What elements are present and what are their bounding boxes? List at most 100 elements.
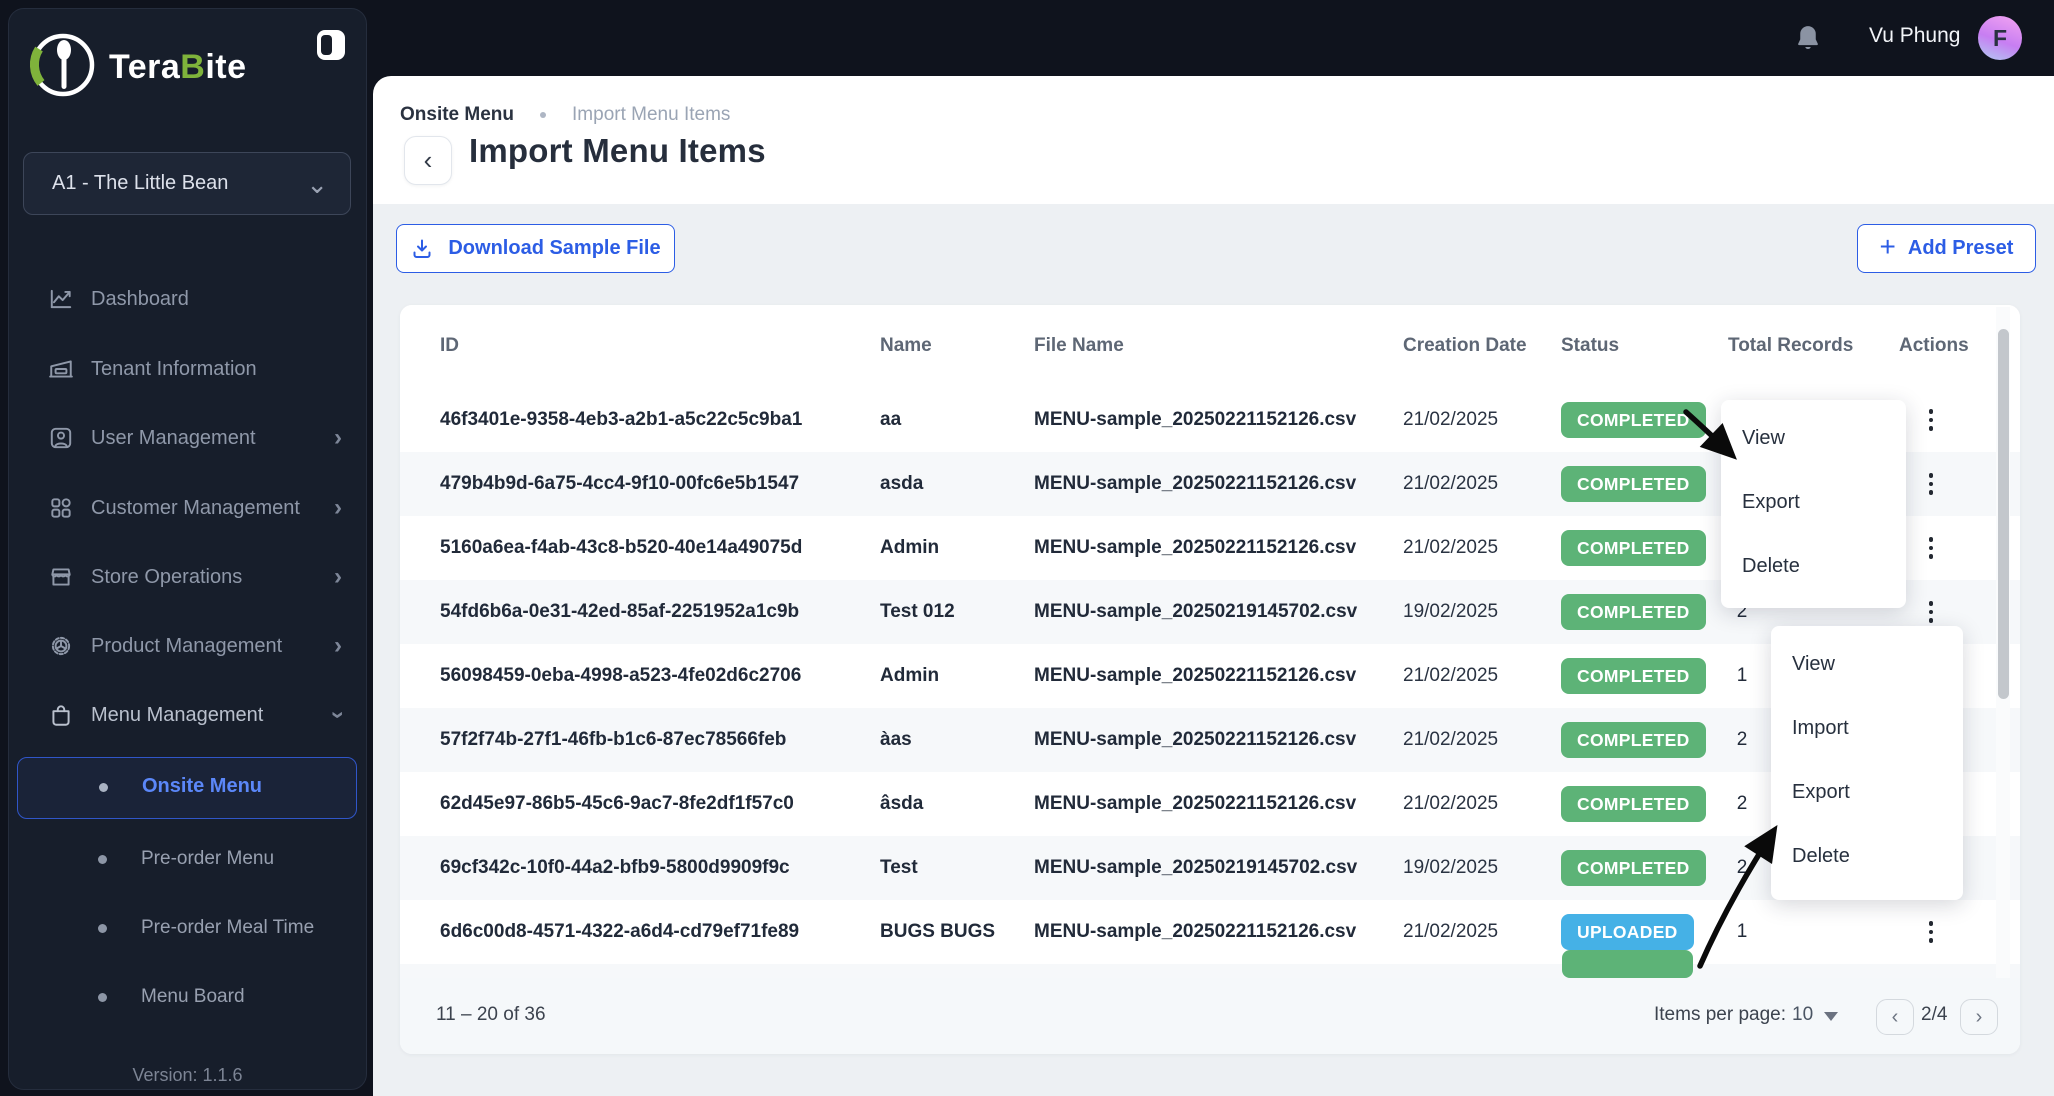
sidebar-subitem-onsite-menu[interactable]: Onsite Menu (17, 757, 357, 819)
store-selector[interactable]: A1 - The Little Bean ⌄ (23, 152, 351, 215)
gear-icon (47, 632, 75, 660)
row-actions-kebab-icon[interactable] (1920, 402, 1942, 438)
sidebar-item-tenant-information[interactable]: Tenant Information (9, 345, 366, 393)
cell-records: 2 (1736, 729, 1748, 750)
table-row: 62d45e97-86b5-45c6-9ac7-8fe2df1f57c0 âsd… (400, 772, 2020, 836)
status-badge: COMPLETED (1561, 594, 1706, 630)
menu-item-delete[interactable]: Delete (1742, 555, 1800, 577)
sidebar-item-product-management[interactable]: Product Management › (9, 622, 366, 670)
logo: TeraBite (27, 27, 247, 107)
notification-bell-icon[interactable] (1793, 22, 1823, 54)
row-actions-kebab-icon[interactable] (1920, 530, 1942, 566)
breadcrumb-parent[interactable]: Onsite Menu (400, 104, 515, 125)
grid-icon (47, 494, 75, 522)
row-context-menu: View Import Export Delete (1771, 626, 1963, 900)
menu-item-view[interactable]: View (1742, 427, 1785, 449)
row-actions-kebab-icon[interactable] (1920, 594, 1942, 630)
cell-name: asda (880, 473, 924, 494)
menu-item-import[interactable]: Import (1792, 717, 1849, 739)
add-preset-button[interactable]: + Add Preset (1857, 224, 2036, 273)
cell-date: 19/02/2025 (1403, 601, 1499, 622)
items-per-page-value[interactable]: 10 (1792, 1004, 1814, 1025)
cell-name: Admin (880, 665, 940, 686)
chevron-right-icon: › (334, 563, 342, 590)
sidebar-item-dashboard[interactable]: Dashboard (9, 275, 366, 323)
previous-page-button[interactable]: ‹ (1876, 999, 1914, 1035)
column-name: Name (880, 335, 932, 356)
building-icon (47, 355, 75, 383)
back-button[interactable]: ‹ (404, 136, 452, 185)
add-preset-label: Add Preset (1907, 237, 2014, 259)
download-button-label: Download Sample File (448, 237, 661, 259)
bullet-icon (99, 783, 108, 792)
next-page-button[interactable]: › (1960, 999, 1998, 1035)
cell-file: MENU-sample_20250219145702.csv (1034, 857, 1358, 878)
status-badge: COMPLETED (1561, 850, 1706, 886)
bag-icon (47, 701, 75, 729)
sidebar-item-customer-management[interactable]: Customer Management › (9, 484, 366, 532)
status-badge: COMPLETED (1561, 658, 1706, 694)
cell-date: 21/02/2025 (1403, 921, 1499, 942)
download-sample-file-button[interactable]: Download Sample File (396, 224, 675, 273)
page-indicator: 2/4 (1921, 1004, 1948, 1025)
menu-item-view[interactable]: View (1792, 653, 1835, 675)
table-row: 6d6c00d8-4571-4322-a6d4-cd79ef71fe89 BUG… (400, 900, 2020, 964)
cell-records: 2 (1736, 793, 1748, 814)
user-name[interactable]: Vu Phung (1869, 24, 1961, 47)
cell-name: Admin (880, 537, 940, 558)
sidebar-item-store-operations[interactable]: Store Operations › (9, 553, 366, 601)
store-selector-value: A1 - The Little Bean (52, 172, 229, 194)
table-header: ID Name File Name Creation Date Status T… (400, 305, 2020, 389)
cell-file: MENU-sample_20250221152126.csv (1034, 473, 1357, 494)
menu-item-export[interactable]: Export (1742, 491, 1800, 513)
cell-file: MENU-sample_20250221152126.csv (1034, 665, 1357, 686)
row-actions-kebab-icon[interactable] (1920, 466, 1942, 502)
cell-id: 57f2f74b-27f1-46fb-b1c6-87ec78566feb (440, 729, 787, 750)
chevron-right-icon: › (334, 424, 342, 451)
sidebar-subitem-pre-order-menu[interactable]: Pre-order Menu (9, 835, 366, 883)
column-creation-date: Creation Date (1403, 335, 1527, 356)
avatar[interactable]: F (1978, 16, 2022, 60)
sidebar-collapse-icon[interactable] (317, 30, 345, 60)
bullet-icon (98, 992, 107, 1002)
items-per-page-label: Items per page: (1654, 1004, 1787, 1025)
terabite-logo-icon (27, 29, 99, 106)
cell-date: 21/02/2025 (1403, 793, 1499, 814)
cell-name: aa (880, 409, 902, 430)
sidebar-item-user-management[interactable]: User Management › (9, 414, 366, 462)
main-content: Onsite Menu Import Menu Items ‹ Import M… (373, 76, 2054, 1096)
chevron-down-icon: ⌄ (306, 168, 328, 199)
cell-id: 54fd6b6a-0e31-42ed-85af-2251952a1c9b (440, 601, 800, 622)
row-actions-kebab-icon[interactable] (1920, 914, 1942, 950)
cell-file: MENU-sample_20250221152126.csv (1034, 409, 1357, 430)
plus-icon: + (1879, 231, 1896, 262)
table-scrollbar-thumb[interactable] (1997, 329, 2009, 699)
bullet-icon (98, 854, 107, 864)
sidebar-subitem-label: Menu Board (141, 986, 245, 1007)
bullet-icon (98, 923, 107, 933)
column-file-name: File Name (1034, 335, 1124, 356)
cell-file: MENU-sample_20250219145702.csv (1034, 601, 1358, 622)
sidebar-item-label: User Management (91, 426, 256, 449)
cell-records: 2 (1736, 857, 1748, 878)
topbar: Vu Phung F (373, 0, 2054, 76)
cell-id: 479b4b9d-6a75-4cc4-9f10-00fc6e5b1547 (440, 473, 800, 494)
cell-id: 62d45e97-86b5-45c6-9ac7-8fe2df1f57c0 (440, 793, 794, 814)
menu-item-delete[interactable]: Delete (1792, 845, 1850, 867)
sidebar-subitem-menu-board[interactable]: Menu Board (9, 973, 366, 1021)
menu-item-export[interactable]: Export (1792, 781, 1850, 803)
sidebar-item-menu-management[interactable]: Menu Management › (9, 691, 366, 739)
status-badge: UPLOADED (1561, 914, 1694, 950)
table-row-partial (400, 964, 2020, 978)
table-row: 56098459-0eba-4998-a523-4fe02d6c2706 Adm… (400, 644, 2020, 708)
pagination-bar: 11 – 20 of 36 Items per page: 10 ‹ 2/4 › (400, 978, 2020, 1054)
sidebar-subitem-label: Onsite Menu (142, 775, 263, 797)
cell-name: BUGS BUGS (880, 921, 996, 942)
cell-id: 69cf342c-10f0-44a2-bfb9-5800d9909f9c (440, 857, 790, 878)
cell-name: Test 012 (880, 601, 955, 622)
caret-down-icon[interactable] (1824, 1012, 1838, 1021)
cell-date: 21/02/2025 (1403, 729, 1499, 750)
sidebar-subitem-pre-order-meal-time[interactable]: Pre-order Meal Time (9, 904, 366, 952)
cell-id: 56098459-0eba-4998-a523-4fe02d6c2706 (440, 665, 802, 686)
